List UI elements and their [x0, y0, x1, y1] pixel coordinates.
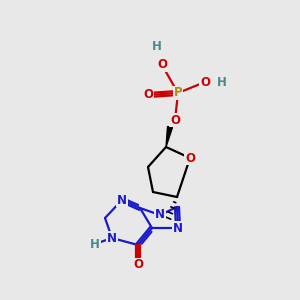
Text: O: O: [185, 152, 195, 164]
Text: N: N: [107, 232, 117, 244]
Text: H: H: [90, 238, 100, 250]
Text: P: P: [174, 86, 182, 100]
Polygon shape: [166, 127, 172, 147]
Text: O: O: [157, 58, 167, 71]
Text: O: O: [170, 113, 180, 127]
Text: N: N: [173, 221, 183, 235]
Text: O: O: [200, 76, 210, 88]
Text: O: O: [133, 259, 143, 272]
Text: H: H: [152, 40, 162, 53]
Text: O: O: [143, 88, 153, 101]
Text: H: H: [217, 76, 227, 89]
Text: N: N: [117, 194, 127, 206]
Text: N: N: [155, 208, 165, 221]
